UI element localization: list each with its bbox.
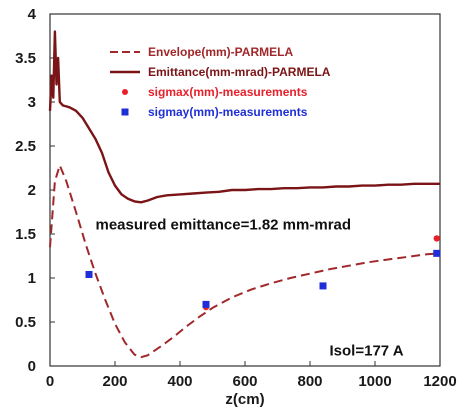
series-line-emittance-mm-mrad-parmela: [48, 30, 440, 204]
point-sigmay-mm-measurements: [85, 270, 93, 278]
y-tick-label: 1: [28, 270, 36, 287]
annotations: measured emittance=1.82 mm-mrad Isol=177 …: [96, 217, 404, 360]
axes: 0 200 400 600 800 1000 1200 0 0.5 1 1.5 2 2.5 3 3.5 4: [15, 6, 457, 390]
annotation-isol: Isol=177 A: [330, 342, 404, 359]
point-sigmay-mm-measurements: [202, 300, 210, 308]
series-layer: [48, 30, 441, 359]
y-tick-label: 4: [28, 6, 37, 23]
y-tick-label: 2.5: [15, 138, 36, 155]
point-sigmax-mm-measurements: [433, 235, 440, 242]
y-tick-label: 3.5: [15, 50, 36, 67]
legend-entry-label: Envelope(mm)-PARMELA: [148, 45, 293, 59]
x-tick-label: 1200: [423, 373, 456, 390]
point-sigmay-mm-measurements: [319, 282, 327, 290]
legend-swatch: [121, 108, 129, 116]
legend-entry-label: sigmax(mm)-measurements: [148, 85, 308, 99]
x-axis-label: z(cm): [225, 391, 264, 408]
x-tick-label: 800: [297, 373, 322, 390]
legend: Envelope(mm)-PARMELA Emittance(mm-mrad)-P…: [102, 40, 402, 128]
y-tick-label: 0.5: [15, 314, 36, 331]
x-tick-label: 600: [232, 373, 257, 390]
point-sigmay-mm-measurements: [433, 249, 441, 257]
legend-background: [102, 40, 402, 128]
x-tick-label: 200: [102, 373, 127, 390]
y-tick-label: 3: [28, 94, 36, 111]
legend-entry-label: Emittance(mm-mrad)-PARMELA: [148, 65, 331, 79]
y-tick-label: 0: [28, 358, 36, 375]
legend-swatch: [122, 89, 128, 95]
y-tick-label: 1.5: [15, 226, 36, 243]
series-line-envelope-mm-parmela: [49, 164, 441, 359]
x-tick-label: 400: [167, 373, 192, 390]
legend-entry-label: sigmay(mm)-measurements: [148, 105, 308, 119]
annotation-measured-emittance: measured emittance=1.82 mm-mrad: [96, 217, 352, 234]
y-tick-label: 2: [28, 182, 36, 199]
x-tick-label: 1000: [358, 373, 391, 390]
x-tick-label: 0: [46, 373, 54, 390]
